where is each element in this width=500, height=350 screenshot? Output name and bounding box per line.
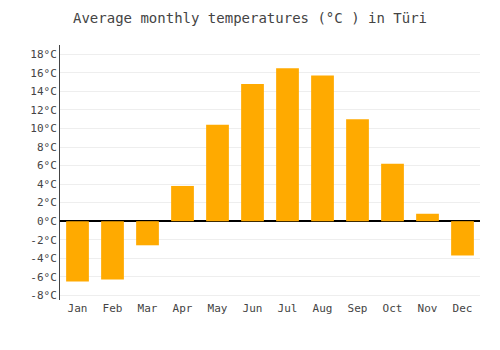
svg-text:-2°C: -2°C bbox=[30, 234, 57, 247]
svg-text:May: May bbox=[208, 302, 228, 315]
svg-text:2°C: 2°C bbox=[37, 196, 57, 209]
svg-text:-8°C: -8°C bbox=[30, 289, 57, 302]
svg-text:-6°C: -6°C bbox=[30, 271, 57, 284]
svg-text:8°C: 8°C bbox=[37, 141, 57, 154]
svg-text:Aug: Aug bbox=[313, 302, 333, 315]
svg-text:Sep: Sep bbox=[348, 302, 368, 315]
svg-text:Oct: Oct bbox=[383, 302, 403, 315]
svg-text:Jun: Jun bbox=[243, 302, 263, 315]
svg-text:Dec: Dec bbox=[453, 302, 473, 315]
svg-text:16°C: 16°C bbox=[30, 67, 57, 80]
svg-text:-4°C: -4°C bbox=[30, 252, 57, 265]
svg-text:6°C: 6°C bbox=[37, 159, 57, 172]
svg-text:Mar: Mar bbox=[138, 302, 158, 315]
svg-text:Jul: Jul bbox=[278, 302, 298, 315]
svg-text:0°C: 0°C bbox=[37, 215, 57, 228]
svg-text:Jan: Jan bbox=[68, 302, 88, 315]
svg-text:Average monthly temperatures (: Average monthly temperatures (°C ) in Tü… bbox=[73, 10, 427, 26]
svg-text:4°C: 4°C bbox=[37, 178, 57, 191]
svg-text:Nov: Nov bbox=[418, 302, 438, 315]
svg-text:10°C: 10°C bbox=[30, 122, 57, 135]
svg-text:Apr: Apr bbox=[173, 302, 193, 315]
svg-text:12°C: 12°C bbox=[30, 104, 57, 117]
svg-text:14°C: 14°C bbox=[30, 85, 57, 98]
svg-text:Feb: Feb bbox=[103, 302, 123, 315]
svg-text:18°C: 18°C bbox=[30, 48, 57, 61]
